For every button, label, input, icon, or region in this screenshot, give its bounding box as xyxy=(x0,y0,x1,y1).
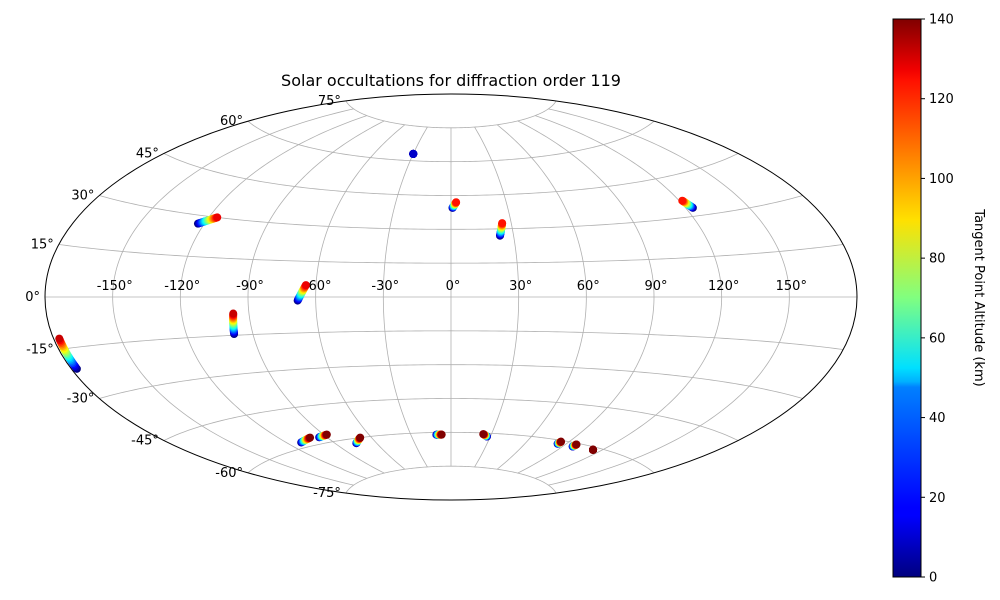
x-tick-label: 60° xyxy=(577,279,600,294)
chart-title: Solar occultations for diffraction order… xyxy=(281,71,621,90)
x-tick-label: -90° xyxy=(236,279,264,294)
y-tick-label: 15° xyxy=(31,238,54,253)
meridian-gridline xyxy=(517,120,655,474)
parallel-gridline xyxy=(345,465,557,494)
data-point xyxy=(322,430,331,439)
data-points xyxy=(55,149,697,454)
meridian-gridline xyxy=(496,124,587,470)
x-tick-label: -120° xyxy=(164,279,200,294)
x-tick-label: 0° xyxy=(446,279,461,294)
data-point xyxy=(479,430,488,439)
y-tick-label: -75° xyxy=(313,486,341,501)
latitude-tick-labels: -75° -60° -45° -30° -15° 0° 15° 30° 45° 60° 75° xyxy=(25,94,341,501)
data-point xyxy=(229,309,238,318)
colorbar xyxy=(892,18,922,578)
meridian-gridline xyxy=(112,108,354,486)
x-tick-label: 120° xyxy=(708,279,739,294)
data-point xyxy=(301,281,310,290)
x-tick-label: -150° xyxy=(97,279,133,294)
data-point xyxy=(498,219,507,228)
graticule-grid xyxy=(45,100,857,494)
parallel-gridline xyxy=(345,100,557,129)
meridian-gridline xyxy=(247,120,385,474)
map-boundary xyxy=(44,93,858,501)
meridian-gridline xyxy=(382,126,428,468)
meridian-gridline xyxy=(548,108,790,486)
meridian-gridline xyxy=(315,124,406,470)
colorbar-label: Tangent Point Altitude (km) xyxy=(971,208,986,386)
data-point xyxy=(356,433,365,442)
y-tick-label: 60° xyxy=(220,114,243,129)
data-point xyxy=(437,430,446,439)
data-point xyxy=(589,445,598,454)
y-tick-label: 0° xyxy=(25,290,40,305)
x-tick-label: 150° xyxy=(776,279,807,294)
colorbar-tick-label: 60 xyxy=(929,331,946,346)
colorbar-ticks: 0 20 40 60 80 100 120 140 xyxy=(921,13,954,586)
colorbar-tick-label: 0 xyxy=(929,571,937,586)
x-tick-label: 30° xyxy=(509,279,532,294)
colorbar-tick-label: 100 xyxy=(929,172,954,187)
data-point xyxy=(306,433,315,442)
data-point xyxy=(409,149,418,158)
colorbar-tick-label: 140 xyxy=(929,13,954,28)
data-point xyxy=(452,198,461,207)
y-tick-label: -60° xyxy=(215,466,243,481)
x-tick-label: -30° xyxy=(371,279,399,294)
y-tick-label: -45° xyxy=(131,434,159,449)
meridian-gridline xyxy=(179,115,367,479)
meridian-gridline xyxy=(535,115,723,479)
colorbar-tick-label: 80 xyxy=(929,252,946,267)
data-point xyxy=(572,440,581,449)
longitude-tick-labels: -150° -120° -90° -60° -30° 0° 30° 60° 90° 120° 150… xyxy=(97,279,807,294)
data-point xyxy=(55,334,64,343)
y-tick-label: -15° xyxy=(26,343,54,358)
x-tick-label: -60° xyxy=(304,279,332,294)
meridian-gridline xyxy=(474,126,520,468)
y-tick-label: 75° xyxy=(318,94,341,109)
data-point xyxy=(557,437,566,446)
colorbar-tick-label: 20 xyxy=(929,491,946,506)
colorbar-tick-label: 120 xyxy=(929,92,954,107)
data-point xyxy=(213,213,222,222)
x-tick-label: 90° xyxy=(644,279,667,294)
y-tick-label: -30° xyxy=(67,392,95,407)
colorbar-tick-label: 40 xyxy=(929,411,946,426)
y-tick-label: 45° xyxy=(136,147,159,162)
data-point xyxy=(678,196,687,205)
y-tick-label: 30° xyxy=(71,189,94,204)
